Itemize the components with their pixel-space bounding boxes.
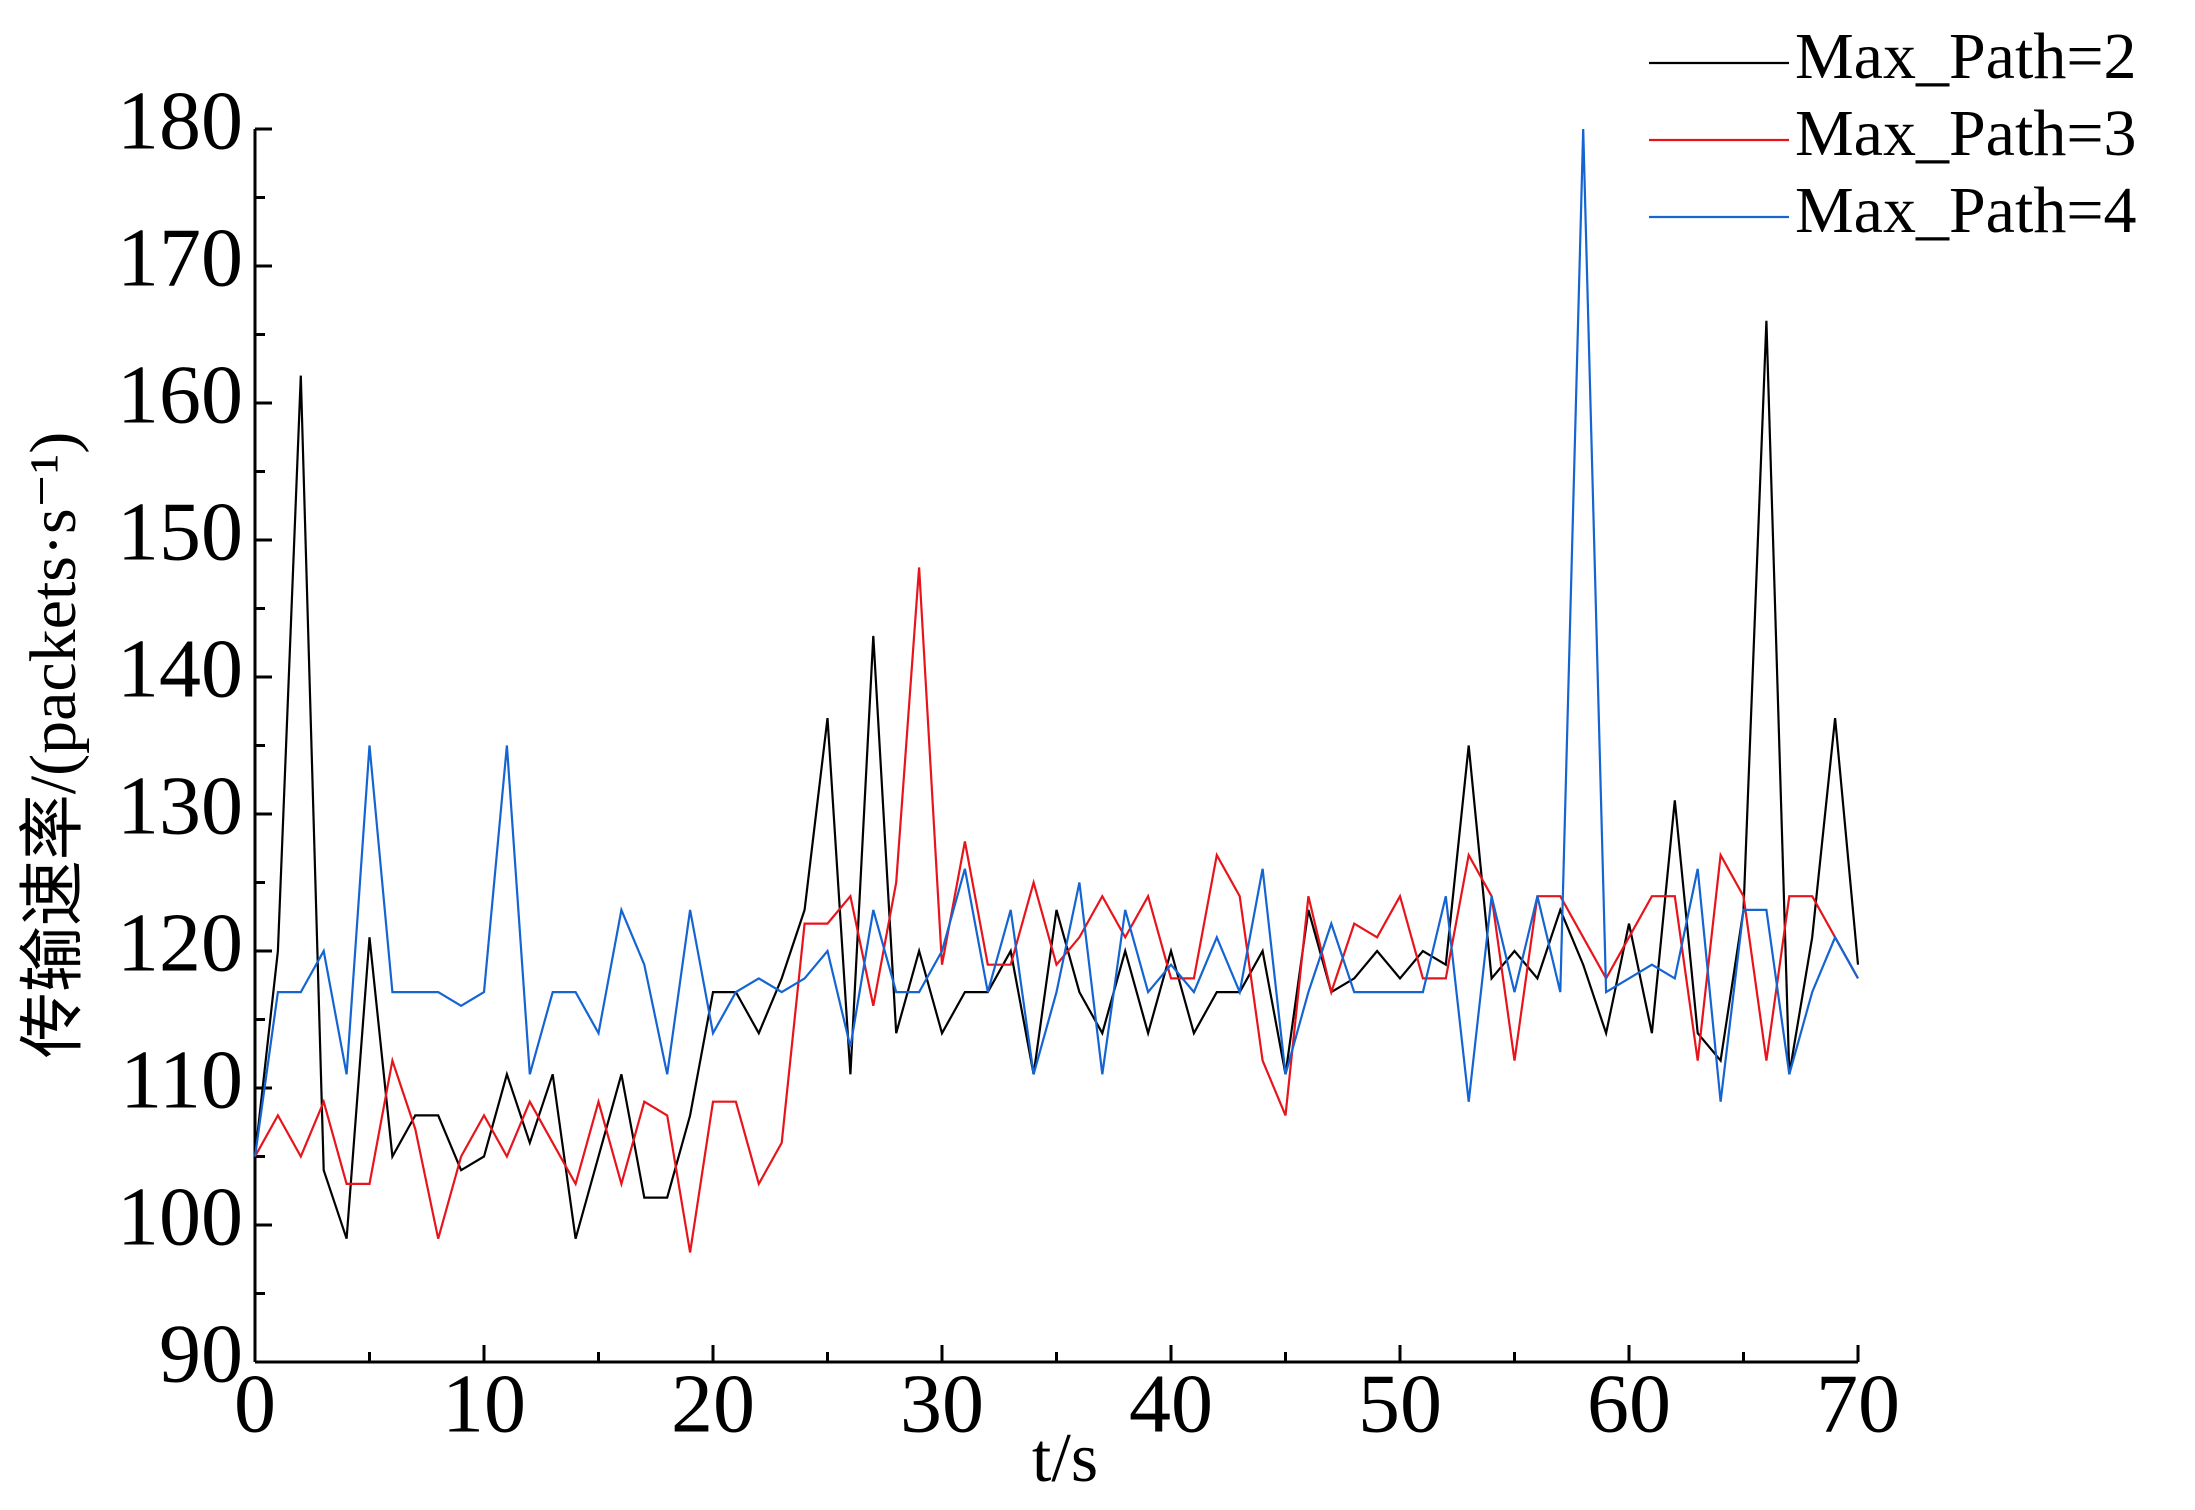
series-line — [254, 567, 1859, 1253]
legend-label: Max_Path=3 — [1795, 97, 2137, 170]
legend-label: Max_Path=2 — [1795, 20, 2137, 93]
y-tick-label: 180 — [117, 74, 243, 167]
y-tick-label: 110 — [120, 1033, 243, 1126]
y-tick-label: 160 — [117, 348, 243, 441]
y-tick-label: 170 — [117, 211, 243, 304]
x-tick-label: 30 — [900, 1357, 984, 1450]
x-tick-label: 70 — [1816, 1357, 1900, 1450]
series-line — [253, 128, 1859, 1157]
y-tick-label: 120 — [117, 896, 243, 989]
y-tick-label: 140 — [117, 622, 243, 715]
y-axis-label: 传输速率/(packets·s⁻¹) — [17, 432, 90, 1058]
series-line — [253, 320, 1860, 1240]
y-tick-label: 90 — [159, 1307, 243, 1400]
x-tick-label: 20 — [671, 1357, 755, 1450]
legend-label: Max_Path=4 — [1795, 174, 2137, 247]
x-axis-label: t/s — [1032, 1420, 1098, 1497]
y-tick-label: 100 — [117, 1170, 243, 1263]
y-tick-label: 150 — [117, 485, 243, 578]
x-tick-label: 60 — [1587, 1357, 1671, 1450]
x-tick-label: 40 — [1129, 1357, 1213, 1450]
x-tick-label: 10 — [442, 1357, 526, 1450]
x-tick-label: 50 — [1358, 1357, 1442, 1450]
y-tick-label: 130 — [117, 759, 243, 852]
x-tick-label: 0 — [234, 1357, 276, 1450]
